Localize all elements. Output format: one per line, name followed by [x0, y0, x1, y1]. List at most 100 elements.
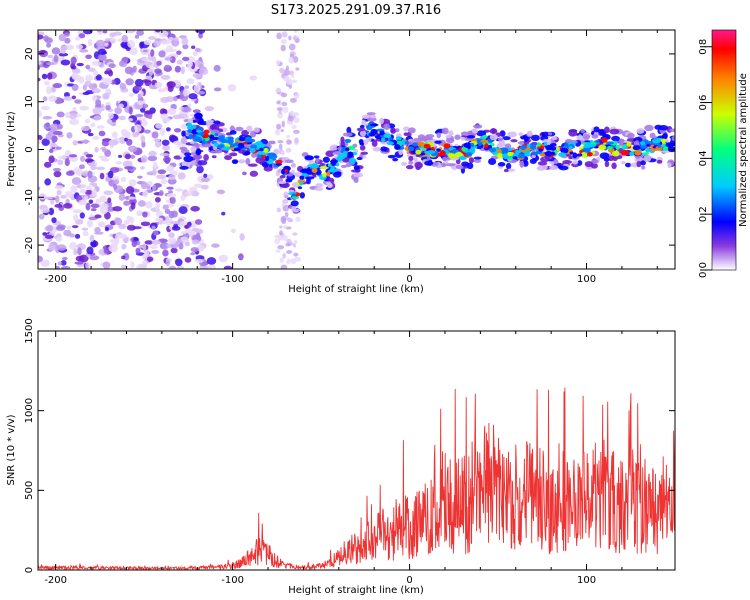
- heatmap-noise-blob: [128, 47, 138, 55]
- x-tick-label: -100: [221, 274, 244, 285]
- heatmap-ridge-core: [386, 141, 394, 146]
- heatmap-noise-blob: [77, 247, 82, 256]
- heatmap-noise-blob: [134, 124, 142, 133]
- heatmap-noise-blob: [118, 103, 124, 109]
- heatmap-noise-blob: [104, 70, 110, 75]
- snr-series-line: [38, 387, 675, 570]
- heatmap-noise-blob: [204, 106, 214, 112]
- heatmap-ridge-halo: [576, 135, 584, 140]
- heatmap-band-blob: [289, 97, 297, 103]
- heatmap-noise-blob: [130, 261, 135, 268]
- heatmap-ridge-halo: [246, 125, 253, 133]
- heatmap-ridge-core: [335, 162, 340, 167]
- heatmap-noise-blob: [184, 85, 190, 90]
- heatmap-ridge-core: [281, 169, 286, 175]
- heatmap-ridge-halo: [345, 162, 352, 168]
- heatmap-noise-blob: [47, 54, 54, 59]
- heatmap-noise-blob: [71, 65, 77, 70]
- heatmap-noise-blob: [124, 153, 131, 160]
- heatmap-band-blob: [281, 31, 288, 38]
- heatmap-band-blob: [280, 39, 288, 44]
- heatmap-noise-blob: [45, 86, 52, 95]
- heatmap-ridge-halo: [537, 164, 548, 171]
- heatmap-band-blob: [280, 44, 286, 52]
- heatmap-noise-blob: [158, 30, 169, 38]
- heatmap-noise-blob: [128, 179, 137, 187]
- heatmap-noise-blob: [69, 118, 80, 126]
- heatmap-noise-blob: [74, 99, 82, 104]
- y-tick-label: 500: [24, 481, 35, 500]
- heatmap-ridge-core: [447, 153, 456, 157]
- heatmap-band-blob: [293, 117, 300, 123]
- heatmap-band-blob: [275, 129, 281, 136]
- heatmap-noise-blob: [119, 83, 127, 90]
- heatmap-band-blob: [286, 139, 292, 145]
- heatmap-noise-blob: [53, 170, 62, 178]
- heatmap-noise-blob: [84, 125, 90, 129]
- heatmap-noise-blob: [74, 261, 84, 265]
- heatmap-noise-blob: [87, 170, 93, 179]
- heatmap-ridge-core: [291, 193, 297, 197]
- heatmap-ridge-core: [383, 133, 392, 139]
- heatmap-noise-blob: [187, 60, 193, 68]
- heatmap-ridge-halo: [342, 132, 353, 137]
- heatmap-ridge-halo: [424, 134, 430, 142]
- heatmap-ridge-halo: [460, 137, 466, 141]
- heatmap-noise-blob: [144, 240, 154, 245]
- heatmap-noise-blob: [238, 253, 244, 261]
- heatmap-noise-blob: [163, 156, 171, 163]
- heatmap-noise-blob: [151, 225, 156, 230]
- heatmap-ridge-halo: [199, 121, 208, 126]
- heatmap-ridge-core: [660, 138, 667, 143]
- heatmap-ridge-halo: [497, 137, 503, 142]
- heatmap-noise-blob: [140, 181, 148, 190]
- heatmap-noise-blob: [172, 114, 183, 120]
- heatmap-ridge-halo: [231, 159, 239, 165]
- heatmap-ridge-halo: [195, 148, 202, 156]
- heatmap-ridge-core: [470, 142, 475, 148]
- heatmap-noise-blob: [56, 111, 65, 118]
- heatmap-noise-blob: [223, 265, 233, 269]
- heatmap-ridge-halo: [604, 160, 610, 168]
- heatmap-noise-blob: [128, 145, 138, 153]
- heatmap-ridge-core: [348, 151, 353, 156]
- heatmap-noise-blob: [98, 130, 106, 137]
- heatmap-ridge-core: [227, 136, 234, 141]
- heatmap-noise-blob: [192, 154, 203, 160]
- heatmap-ridge-core: [301, 173, 309, 177]
- heatmap-ridge-halo: [590, 159, 599, 164]
- heatmap-band-blob: [286, 258, 291, 265]
- heatmap-ridge-halo: [611, 162, 617, 170]
- heatmap-noise-blob: [53, 54, 59, 63]
- heatmap-ridge-halo: [580, 129, 585, 133]
- heatmap-ridge-core: [327, 163, 332, 167]
- heatmap-noise-blob: [154, 68, 162, 74]
- heatmap-noise-blob: [85, 74, 94, 82]
- heatmap-ridge-core: [568, 146, 573, 150]
- heatmap-noise-blob: [137, 93, 142, 99]
- heatmap-ridge-halo: [179, 165, 189, 170]
- heatmap-noise-blob: [96, 166, 106, 171]
- heatmap-ridge-halo: [636, 160, 642, 168]
- heatmap-noise-blob: [167, 108, 177, 116]
- heatmap-ridge-core: [343, 153, 348, 158]
- heatmap-ridge-halo: [621, 161, 626, 165]
- heatmap-ridge-halo: [205, 119, 216, 126]
- heatmap-ridge-core: [639, 145, 647, 150]
- heatmap-noise-blob: [152, 161, 158, 169]
- heatmap-noise-blob: [121, 34, 129, 43]
- heatmap-noise-blob: [120, 264, 128, 269]
- heatmap-ridge-core: [526, 143, 531, 149]
- heatmap-ridge-core: [620, 149, 630, 156]
- heatmap-noise-blob: [90, 203, 100, 209]
- heatmap-ridge-core: [556, 146, 560, 151]
- heatmap-ridge-halo: [510, 139, 518, 143]
- heatmap-band-blob: [288, 84, 292, 89]
- heatmap-ridge-halo: [314, 187, 324, 191]
- heatmap-noise-blob: [111, 131, 118, 139]
- heatmap-noise-blob: [207, 174, 214, 180]
- heatmap-ridge-halo: [278, 180, 287, 185]
- heatmap-ridge-halo: [372, 147, 381, 152]
- heatmap-band-blob: [292, 243, 297, 248]
- heatmap-noise-blob: [203, 153, 209, 162]
